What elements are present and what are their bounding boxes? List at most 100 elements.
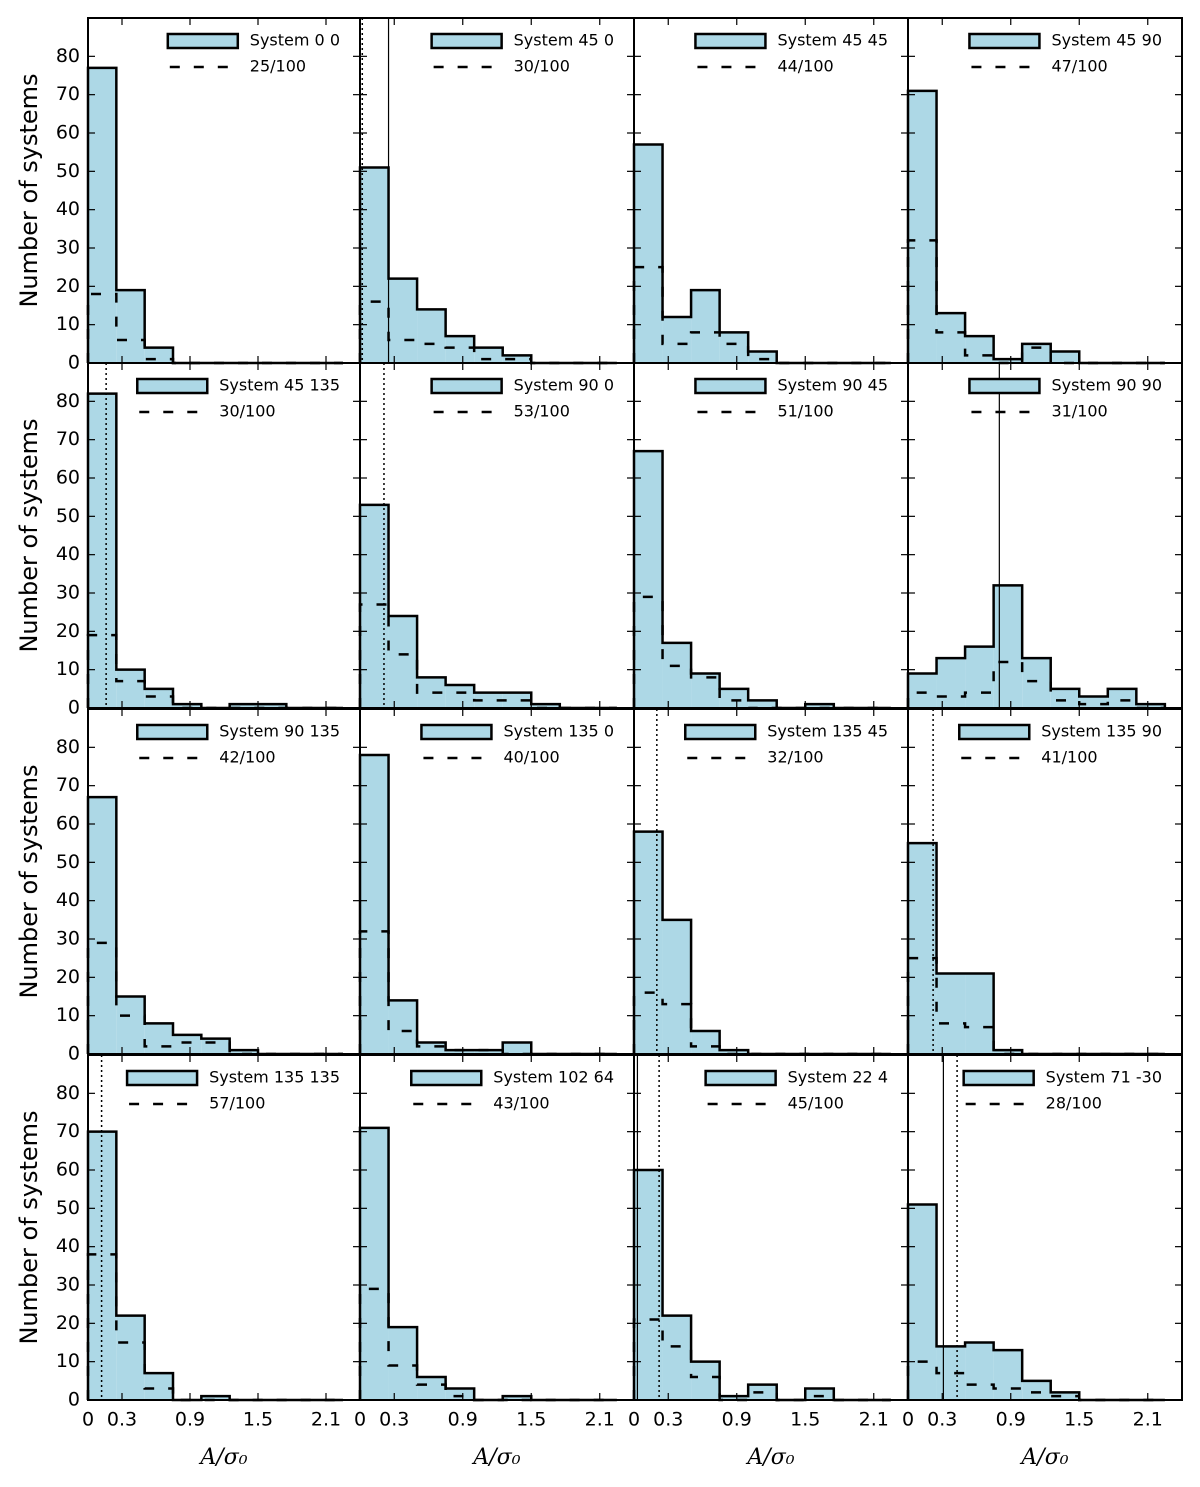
legend-label: System 0 0 [250, 31, 340, 50]
legend-patch [166, 32, 240, 50]
histogram-bar [417, 1377, 446, 1400]
x-tick-label: 2.1 [311, 1409, 341, 1431]
histogram-bar [88, 797, 117, 1054]
histogram-bar [116, 290, 145, 363]
y-tick-label: 10 [56, 1004, 80, 1026]
legend-patch [962, 1069, 1035, 1087]
histogram-bar [360, 504, 389, 708]
dashed-histogram [86, 292, 343, 365]
histogram-bar [908, 673, 937, 708]
legend-label: 57/100 [209, 1094, 265, 1113]
histogram-bar [1050, 351, 1080, 363]
x-tick-label: 0.9 [996, 1409, 1026, 1431]
legend-label: 51/100 [777, 402, 833, 421]
histogram-bar [908, 1204, 937, 1400]
y-tick-label: 40 [56, 543, 80, 565]
legend-label: 28/100 [1046, 1094, 1102, 1113]
histogram-bar [388, 1000, 418, 1054]
legend-label: System 45 135 [219, 376, 340, 395]
histogram-bar [445, 1388, 475, 1400]
histogram-bar [965, 646, 994, 708]
histogram-bar [474, 692, 503, 708]
histogram-bar [173, 704, 202, 708]
legend-label: System 135 0 [503, 722, 614, 741]
legend-label: 42/100 [219, 748, 275, 767]
legend-label: System 71 -30 [1046, 1068, 1162, 1087]
histogram-bar [719, 1050, 749, 1054]
histogram-outline [906, 584, 1167, 708]
legend-label: 44/100 [777, 57, 833, 76]
x-tick-label: 0 [902, 1409, 914, 1431]
histogram-bar [634, 144, 663, 363]
dashed-histogram [358, 603, 617, 710]
histogram-outline [358, 503, 617, 710]
legend-patch [430, 377, 503, 395]
axes-frame [633, 17, 909, 364]
legend-label: System 90 90 [1051, 376, 1162, 395]
histogram-bar [116, 996, 145, 1054]
legend-label: 41/100 [1041, 748, 1097, 767]
y-tick-label: 0 [68, 352, 80, 374]
y-tick-label: 70 [56, 1120, 80, 1142]
histogram-bar [993, 359, 1023, 363]
x-tick-label: 0 [82, 1409, 94, 1431]
legend-label: 31/100 [1051, 402, 1107, 421]
histogram-bar [936, 313, 966, 363]
y-tick-label: 70 [56, 83, 80, 105]
axes-frame [907, 1054, 1183, 1401]
histogram-bar [662, 642, 692, 708]
histogram-bar [144, 688, 173, 708]
y-tick-label: 60 [56, 122, 80, 144]
histogram-bar [691, 673, 720, 708]
legend-patch [684, 723, 757, 741]
histogram-bar [417, 309, 446, 363]
histogram-bar [748, 700, 777, 708]
histogram-bar [1050, 688, 1080, 708]
x-tick-label: 0.3 [107, 1409, 137, 1431]
legend-label: System 90 135 [219, 722, 340, 741]
x-axis-label: A/σ₀ [471, 1445, 520, 1470]
x-axis-label: A/σ₀ [745, 1445, 794, 1470]
y-tick-label: 10 [56, 658, 80, 680]
histogram-bar [88, 393, 117, 708]
histogram-bar [936, 658, 966, 708]
histogram-bar [360, 755, 389, 1054]
histogram-outline [86, 392, 343, 710]
y-tick-label: 30 [56, 928, 80, 950]
y-tick-label: 20 [56, 620, 80, 642]
y-axis-label: Number of systems [15, 764, 43, 998]
histogram-bar [662, 1315, 692, 1400]
y-tick-label: 0 [68, 1389, 80, 1411]
histogram-bar [388, 1327, 418, 1400]
legend-label: 32/100 [767, 748, 823, 767]
x-tick-label: 1.5 [516, 1409, 546, 1431]
y-axis-label: Number of systems [15, 1110, 43, 1344]
histogram-bar [634, 451, 663, 708]
y-tick-label: 50 [56, 505, 80, 527]
histogram-bar [719, 332, 749, 363]
legend-patch [968, 32, 1041, 50]
x-tick-label: 0 [354, 1409, 366, 1431]
y-tick-label: 30 [56, 1274, 80, 1296]
y-tick-label: 60 [56, 467, 80, 489]
histogram-bar [662, 317, 692, 363]
legend-patch [694, 377, 767, 395]
axes-frame [907, 17, 1183, 364]
legend-label: 47/100 [1051, 57, 1107, 76]
y-tick-label: 10 [56, 1350, 80, 1372]
axes-frame [907, 362, 1183, 709]
legend-label: System 45 0 [514, 31, 614, 50]
legend-patch [420, 723, 493, 741]
histogram-bar [719, 688, 749, 708]
y-tick-label: 0 [68, 1043, 80, 1065]
histogram-bar [748, 351, 777, 363]
legend-label: 53/100 [514, 402, 570, 421]
histogram-bar [360, 1127, 389, 1400]
y-tick-label: 70 [56, 774, 80, 796]
y-tick-label: 40 [56, 198, 80, 220]
x-tick-label: 0.3 [379, 1409, 409, 1431]
histogram-bar [502, 1042, 532, 1054]
legend-label: 45/100 [788, 1094, 844, 1113]
y-tick-label: 40 [56, 889, 80, 911]
